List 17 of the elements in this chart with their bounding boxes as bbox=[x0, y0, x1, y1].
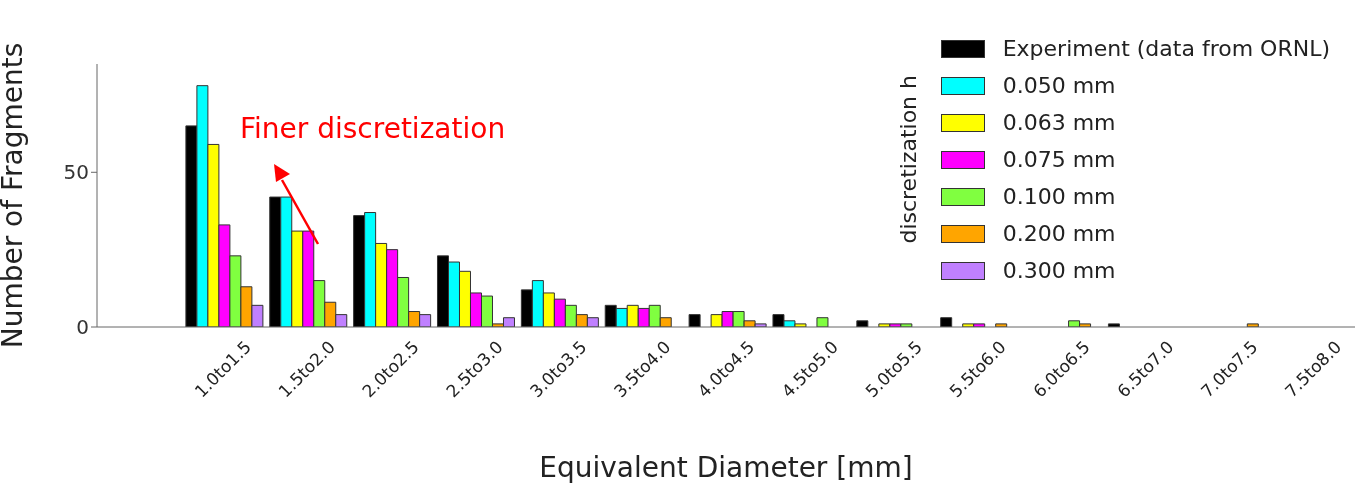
x-axis-title: Equivalent Diameter [mm] bbox=[539, 451, 913, 484]
legend-label: 0.100 mm bbox=[1002, 184, 1116, 209]
legend-title: discretization h bbox=[895, 75, 921, 244]
y-tick-label: 50 bbox=[63, 160, 89, 185]
annotation: Finer discretization bbox=[240, 112, 506, 145]
y-axis-title: Number of Fragments bbox=[0, 42, 29, 349]
legend-label: 0.200 mm bbox=[1002, 221, 1116, 246]
legend-label: Experiment (data from ORNL) bbox=[1002, 36, 1330, 61]
legend-label: 0.075 mm bbox=[1002, 147, 1116, 172]
bar bbox=[856, 320, 869, 327]
legend-label: 0.063 mm bbox=[1002, 110, 1116, 135]
y-tick-label: 0 bbox=[76, 315, 89, 340]
bar bbox=[688, 314, 701, 327]
legend-label: 0.050 mm bbox=[1002, 73, 1116, 98]
bar bbox=[816, 317, 829, 327]
legend-label: 0.300 mm bbox=[1002, 258, 1116, 283]
bar bbox=[940, 317, 953, 327]
